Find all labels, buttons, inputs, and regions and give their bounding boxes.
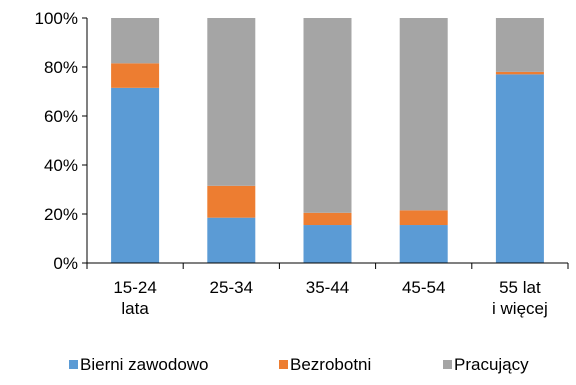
bar-25-34-bierni-zawodowo xyxy=(207,217,256,263)
bar-35-44-bierni-zawodowo xyxy=(303,225,352,263)
y-tick-label: 100% xyxy=(35,9,78,28)
bar-45-54-bezrobotni xyxy=(399,210,448,226)
bars-layer xyxy=(111,18,544,263)
bar-15-24-lata-pracujacy xyxy=(111,18,160,64)
x-tick-label-25-34: 25-34 xyxy=(210,278,253,297)
bar-35-44-bezrobotni xyxy=(303,212,352,226)
x-tick-label-15-24-lata: 15-24 lata xyxy=(113,278,156,318)
bar-15-24-lata-bierni-zawodowo xyxy=(111,87,160,263)
x-tick-label-45-54: 45-54 xyxy=(402,278,445,297)
legend-swatch-pracujacy xyxy=(443,360,452,369)
y-tick-label: 60% xyxy=(44,107,78,126)
bar-55-lat-i-wiecej-bezrobotni xyxy=(495,71,544,75)
x-tick-label-35-44: 35-44 xyxy=(306,278,349,297)
bar-45-54-bierni-zawodowo xyxy=(399,225,448,263)
y-tick-label: 80% xyxy=(44,58,78,77)
bar-35-44-pracujacy xyxy=(303,18,352,213)
legend-label-bezrobotni: Bezrobotni xyxy=(290,355,371,374)
bar-25-34-pracujacy xyxy=(207,18,256,186)
y-tick-label: 40% xyxy=(44,156,78,175)
legend-swatch-bierni-zawodowo xyxy=(69,360,78,369)
bar-45-54-pracujacy xyxy=(399,18,448,211)
legend-label-pracujacy: Pracujący xyxy=(454,355,529,374)
legend-swatch-bezrobotni xyxy=(279,360,288,369)
bar-15-24-lata-bezrobotni xyxy=(111,63,160,88)
bar-55-lat-i-wiecej-pracujacy xyxy=(495,18,544,72)
bar-25-34-bezrobotni xyxy=(207,185,256,218)
legend: Bierni zawodowo Bezrobotni Pracujący xyxy=(69,355,529,374)
legend-label-bierni-zawodowo: Bierni zawodowo xyxy=(80,355,209,374)
x-tick-label-55-lat-i-wiecej: 55 lat i więcej xyxy=(492,278,548,318)
y-tick-label: 0% xyxy=(53,254,78,273)
axes-layer: 0% 20% 40% 60% 80% 100% 15-24 lata 25-34 35-44 45-… xyxy=(35,9,569,318)
bar-55-lat-i-wiecej-bierni-zawodowo xyxy=(495,74,544,263)
y-tick-label: 20% xyxy=(44,205,78,224)
